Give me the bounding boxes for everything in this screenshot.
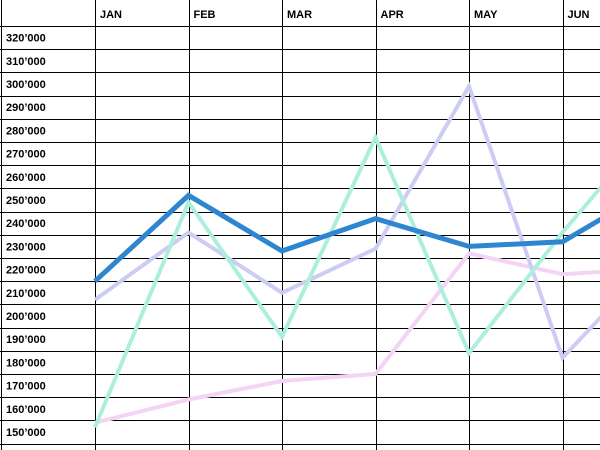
y-tick-label: 280’000 — [6, 125, 46, 137]
y-tick-label: 220’000 — [6, 265, 46, 277]
series-line-4 — [94, 251, 600, 425]
x-tick-label: MAR — [287, 9, 312, 21]
series-line-1 — [93, 192, 600, 284]
y-tick-label: 210’000 — [6, 288, 46, 300]
series-line-2 — [93, 132, 600, 429]
y-tick-label: 200’000 — [6, 311, 46, 323]
y-tick-label: 250’000 — [6, 195, 46, 207]
y-tick-label: 290’000 — [6, 102, 46, 114]
chart-series — [93, 81, 600, 429]
x-tick-label: FEB — [194, 9, 216, 21]
y-tick-label: 170’000 — [6, 381, 46, 393]
series-line-3 — [93, 81, 600, 362]
y-tick-label: 160’000 — [6, 404, 46, 416]
y-tick-label: 230’000 — [6, 241, 46, 253]
y-tick-label: 240’000 — [6, 218, 46, 230]
x-tick-label: MAY — [474, 9, 498, 21]
y-tick-label: 270’000 — [6, 149, 46, 161]
y-tick-label: 190’000 — [6, 334, 46, 346]
y-tick-label: 300’000 — [6, 79, 46, 91]
y-tick-label: 310’000 — [6, 56, 46, 68]
x-tick-label: JAN — [100, 9, 122, 21]
chart-labels: JAN FEB MAR APR MAY JUN 320’000 310’000 300’000 2… — [6, 9, 590, 439]
y-tick-label: 260’000 — [6, 172, 46, 184]
x-tick-label: JUN — [568, 9, 590, 21]
y-tick-label: 180’000 — [6, 357, 46, 369]
x-tick-label: APR — [381, 9, 404, 21]
y-tick-label: 150’000 — [6, 427, 46, 439]
y-tick-label: 320’000 — [6, 33, 46, 45]
